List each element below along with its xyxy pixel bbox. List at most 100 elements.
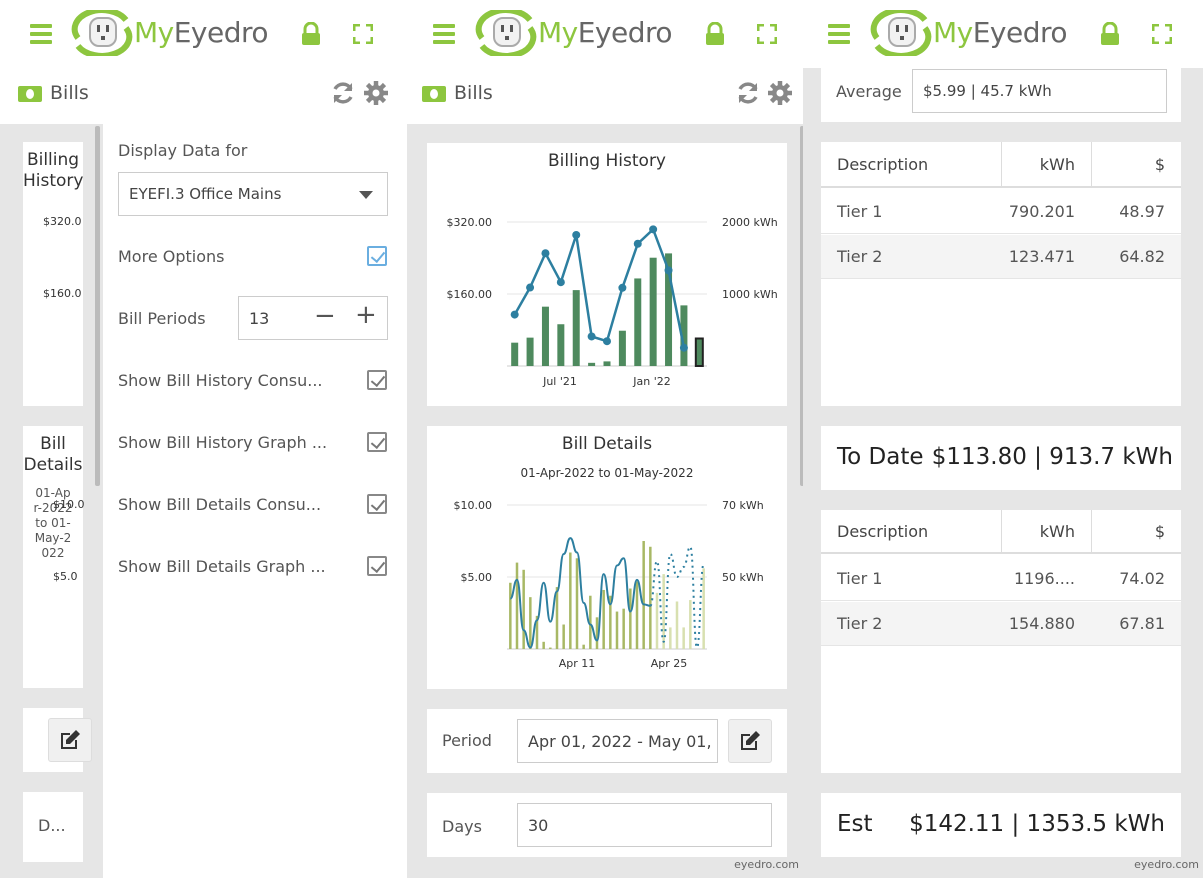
detail-bar [529,597,532,649]
bill-periods-value[interactable]: 13 [249,309,270,328]
average-card-peek: D... [23,792,83,862]
est-value: $142.11 | 1353.5 kWh [909,811,1165,837]
chevron-down-icon [359,191,373,199]
table-row: Tier 2 154.880 67.81 [821,602,1181,646]
history-bar [588,362,596,366]
lock-icon[interactable] [1099,22,1121,46]
option-checkbox[interactable] [367,370,387,390]
days-value: 30 [528,816,549,835]
hamburger-menu-icon[interactable] [828,24,850,44]
option-label: Show Bill History Graph ... [118,433,328,452]
hamburger-menu-icon[interactable] [433,24,455,44]
fullscreen-icon[interactable] [353,24,373,44]
option-label: Show Bill Details Graph ... [118,557,326,576]
history-bar [541,306,549,366]
increment-button[interactable]: + [355,300,377,330]
fullscreen-icon[interactable] [757,24,777,44]
history-bar [557,324,565,366]
days-input[interactable]: 30 [517,803,772,847]
detail-bar [582,644,585,649]
dollar-cell: 48.97 [1119,202,1165,221]
bill-details-card: Bill Details 01-Apr-2022 to 01-May-2022 … [427,426,787,689]
more-options-checkbox[interactable] [367,246,387,266]
table-header: Description kWh $ [821,142,1181,188]
panel-settings: MyEyedro Bills Billing History $320.0 $1… [0,0,404,878]
gear-icon[interactable] [767,80,793,106]
detail-bar [569,552,572,649]
history-point [541,249,550,258]
detail-bar [649,546,652,649]
myeyedro-logo: MyEyedro [869,10,1069,56]
bill-periods-stepper[interactable]: 13 − + [238,296,388,340]
bill-periods-label: Bill Periods [118,309,206,328]
detail-bar [662,574,665,649]
more-options-label: More Options [118,247,225,266]
option-checkbox[interactable] [367,556,387,576]
display-data-select[interactable]: EYEFI.3 Office Mains [118,172,388,216]
gear-icon[interactable] [363,80,389,106]
x-tick: Apr 25 [651,657,688,670]
average-card: Average $5.99 | 45.7 kWh [821,60,1181,122]
edit-icon [61,730,80,749]
detail-bar [689,600,692,649]
y-tick: $320.0 [43,215,82,228]
card-title: Bill Details [23,434,83,475]
x-tick: Apr 11 [559,657,596,670]
page-title: Bills [50,82,89,104]
decrement-button[interactable]: − [314,301,336,331]
average-label: Average [836,82,902,101]
detail-line-estimate [649,545,705,649]
lock-icon[interactable] [300,22,322,46]
est-table: Description kWh $ Tier 1 1196.... 74.02 … [821,510,1181,773]
days-card: Days 30 [427,793,787,857]
option-checkbox[interactable] [367,494,387,514]
panel-charts: MyEyedro Bills Billing History $320.00 $… [407,0,803,878]
kwh-cell: 1196.... [1013,569,1075,588]
tier-cell: Tier 2 [837,247,883,266]
history-bar [526,337,534,366]
option-checkbox[interactable] [367,432,387,452]
refresh-icon[interactable] [735,80,761,106]
display-data-label: Display Data for [118,141,248,160]
edit-period-button[interactable] [48,718,92,762]
edit-period-button[interactable] [728,719,772,763]
footer-text: eyedro.com [734,858,799,871]
history-bar [680,305,688,366]
period-input[interactable]: Apr 01, 2022 - May 01, 2022 [517,719,718,763]
dollar-header: $ [1154,522,1165,541]
table-row: Tier 1 790.201 48.97 [821,190,1181,234]
detail-bar [675,601,679,649]
y-right-tick: 2000 kWh [722,216,778,229]
y-right-tick: 70 kWh [722,499,764,512]
refresh-icon[interactable] [330,80,356,106]
history-point [679,343,688,352]
scrollbar[interactable] [95,126,100,486]
card-title: Billing History [23,150,84,191]
average-input[interactable]: $5.99 | 45.7 kWh [912,69,1167,113]
detail-bar [509,582,512,649]
detail-bar [515,562,519,649]
kwh-cell: 154.880 [1008,614,1075,633]
history-bar [618,330,626,366]
description-header: Description [837,155,929,174]
hamburger-menu-icon[interactable] [30,24,52,44]
detail-bar [555,587,559,649]
card-subtitle: 01-Apr-2022 to 01-May-2022 [33,486,73,560]
logo-text-eyedro: Eyedro [577,16,673,49]
kwh-header: kWh [1039,155,1075,174]
page-titlebar: Bills [0,68,404,124]
history-point [572,230,581,239]
history-point [510,310,519,319]
detail-bar [575,558,579,649]
history-bar [694,337,704,368]
lock-icon[interactable] [704,22,726,46]
scrollbar[interactable] [800,126,803,486]
detail-bar [535,615,539,649]
logo-text-my: My [933,16,973,49]
fullscreen-icon[interactable] [1152,24,1172,44]
logo-text-my: My [538,16,578,49]
detail-bar [635,581,639,649]
detail-bar [595,617,599,649]
history-line [513,227,686,348]
kwh-cell: 123.471 [1008,247,1075,266]
